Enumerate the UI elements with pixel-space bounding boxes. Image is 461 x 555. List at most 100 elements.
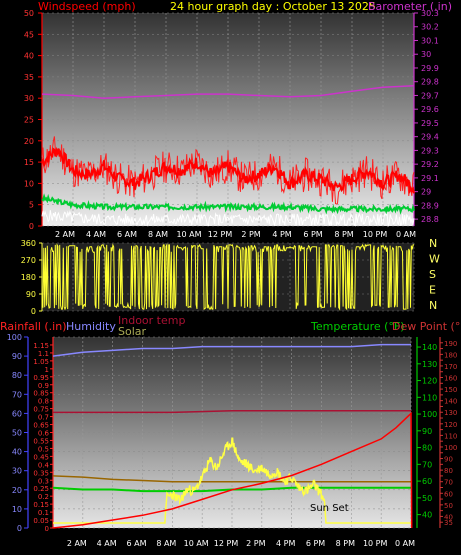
indoor-temp-series-line (53, 409, 411, 414)
humidity-tick-label: 30 (12, 467, 22, 476)
dewpoint-tick-label: 40 (444, 513, 453, 521)
barometer-tick-label: 29.3 (421, 146, 439, 155)
direction-tick-label: 270 (21, 256, 36, 265)
rainfall-tick-label: 1.05 (33, 358, 49, 366)
barometer-tick-label: 28.9 (421, 201, 439, 210)
dewpoint-tick-label: 70 (444, 479, 453, 487)
time-tick-label: 8 PM (336, 539, 355, 548)
compass-label: S (429, 268, 436, 281)
time-tick-label: 0 AM (396, 230, 416, 239)
rainfall-series-line (52, 411, 413, 529)
gust-series-line-bold (41, 146, 415, 195)
time-tick-label: 4 PM (272, 230, 291, 239)
rainfall-tick-label: 0 (45, 525, 49, 533)
time-tick-label: 6 PM (306, 539, 325, 548)
rainfall-tick-label: 0.05 (33, 517, 49, 525)
wind-average-series-line (41, 193, 415, 215)
rainfall-tick-label: 0.7 (38, 414, 49, 422)
time-tick-label: 4 AM (86, 230, 106, 239)
time-tick-label: 6 AM (117, 230, 137, 239)
time-tick-label: 10 PM (363, 539, 388, 548)
rainfall-tick-label: 0.25 (33, 485, 49, 493)
dewpoint-tick-label: 130 (444, 409, 457, 417)
compass-label: N (429, 237, 437, 250)
dewpoint-tick-label: 150 (444, 386, 457, 394)
sunset-annotation: Sun Set (310, 503, 349, 514)
rainfall-tick-label: 0.4 (38, 461, 50, 469)
solar-label: Solar (118, 325, 147, 338)
rainfall-tick-label: 0.8 (38, 398, 49, 406)
dewpoint-tick-label: 60 (444, 490, 453, 498)
time-tick-label: 12 PM (208, 230, 233, 239)
rainfall-tick-label: 0.5 (38, 445, 49, 453)
wind-tick-label: 5 (29, 201, 34, 210)
dewpoint-tick-label: 100 (444, 444, 457, 452)
wind-tick-label: 40 (24, 52, 34, 61)
dewpoint-tick-label: 120 (444, 421, 457, 429)
rainfall-tick-label: 0.55 (33, 437, 49, 445)
wind-tick-label: 25 (24, 116, 34, 125)
barometer-tick-label: 29.7 (421, 91, 439, 100)
time-tick-label: 6 PM (303, 230, 322, 239)
humidity-tick-label: 50 (12, 429, 22, 438)
temperature-tick-label: 70 (422, 460, 432, 469)
temperature-tick-label: 80 (422, 444, 432, 453)
time-tick-label: 2 AM (67, 539, 87, 548)
rainfall-tick-label: 0.35 (33, 469, 49, 477)
dewpoint-tick-label: 35 (444, 519, 453, 527)
barometer-tick-label: 29.6 (421, 105, 439, 114)
dewpoint-tick-label: 50 (444, 502, 453, 510)
direction-tick-label: 0 (31, 307, 36, 316)
wind-tick-label: 45 (24, 30, 34, 39)
barometer-tick-label: 29.5 (421, 119, 439, 128)
barometer-tick-label: 30 (421, 50, 431, 59)
time-tick-label: 8 AM (156, 539, 176, 548)
humidity-tick-label: 20 (12, 486, 22, 495)
humidity-tick-label: 70 (12, 390, 22, 399)
rainfall-tick-label: 1.15 (33, 342, 49, 350)
dewpoint-tick-label: 180 (444, 351, 457, 359)
dewpoint-tick-label: 190 (444, 340, 457, 348)
wind-tick-label: 15 (24, 158, 34, 167)
rainfall-tick-label: 1.1 (38, 350, 49, 358)
wind-series-line (41, 210, 415, 228)
wind-tick-label: 35 (24, 73, 34, 82)
rainfall-tick-label: 0.65 (33, 422, 49, 430)
compass-label: N (429, 299, 437, 312)
dewpoint-tick-label: 140 (444, 398, 457, 406)
wind-tick-label: 50 (24, 9, 34, 18)
humidity-series-line (52, 343, 411, 357)
rainfall-tick-label: 0.45 (33, 453, 49, 461)
wind-direction-series-line (42, 243, 414, 311)
rainfall-tick-label: 0.85 (33, 390, 49, 398)
dewpoint-axis-title: Dew Point (°F) (392, 320, 461, 333)
compass-label: E (429, 284, 436, 297)
time-tick-label: 4 PM (276, 539, 295, 548)
humidity-tick-label: 60 (12, 409, 22, 418)
wind-tick-label: 0 (29, 222, 34, 231)
rainfall-tick-label: 0.1 (38, 509, 49, 517)
time-tick-label: 8 PM (334, 230, 353, 239)
barometer-tick-label: 29.8 (421, 78, 439, 87)
direction-tick-label: 180 (21, 273, 36, 282)
time-tick-label: 2 PM (246, 539, 265, 548)
chart-title: 24 hour graph day : October 13 2025 (170, 0, 376, 13)
solar-series-line (53, 437, 411, 524)
time-tick-label: 0 AM (395, 539, 415, 548)
barometer-tick-label: 30.1 (421, 36, 439, 45)
wind-tick-label: 10 (24, 179, 34, 188)
time-tick-label: 2 AM (55, 230, 75, 239)
temperature-tick-label: 100 (422, 410, 437, 419)
barometer-axis-title: Barometer (.in) (368, 0, 452, 13)
time-tick-label: 8 AM (148, 230, 168, 239)
rainfall-tick-label: 0.75 (33, 406, 49, 414)
wind-tick-label: 20 (24, 137, 34, 146)
barometer-tick-label: 29.1 (421, 174, 439, 183)
barometer-tick-label: 29 (421, 188, 431, 197)
rainfall-tick-label: 0.95 (33, 374, 49, 382)
direction-tick-label: 90 (26, 290, 36, 299)
temperature-tick-label: 40 (422, 511, 432, 520)
temperature-tick-label: 110 (422, 393, 437, 402)
rainfall-tick-label: 0.6 (38, 430, 50, 438)
